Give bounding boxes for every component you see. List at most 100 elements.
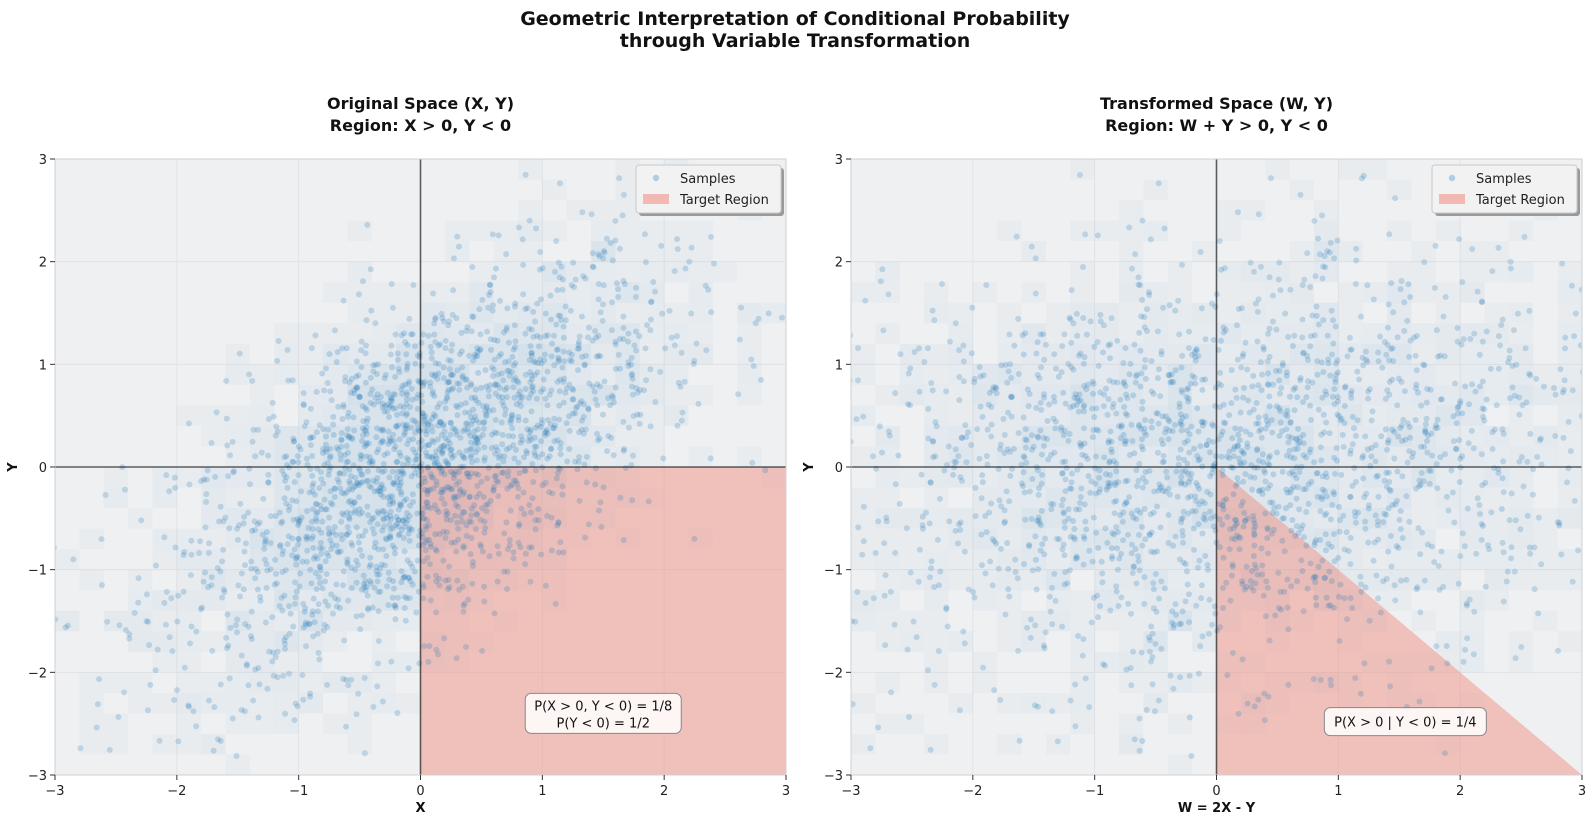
sample-point xyxy=(468,439,475,446)
density-cell xyxy=(1070,467,1095,488)
sample-point xyxy=(460,544,467,551)
sample-point xyxy=(1079,264,1086,271)
sample-point xyxy=(441,486,448,493)
sample-point xyxy=(295,522,302,529)
sample-point xyxy=(1083,526,1090,533)
density-cell xyxy=(517,549,543,570)
sample-point xyxy=(1406,448,1413,455)
sample-point xyxy=(1181,456,1188,463)
sample-point xyxy=(1197,443,1204,450)
sample-point xyxy=(460,454,467,461)
sample-point xyxy=(358,347,365,354)
sample-point xyxy=(523,448,530,455)
density-cell xyxy=(615,179,640,201)
sample-point xyxy=(1150,605,1157,612)
sample-point xyxy=(517,402,524,409)
sample-point xyxy=(410,281,417,288)
sample-point xyxy=(464,473,471,480)
sample-point xyxy=(1323,594,1330,601)
sample-point xyxy=(1276,367,1283,374)
density-cell xyxy=(924,364,949,385)
sample-point xyxy=(499,399,506,406)
density-cell xyxy=(1533,569,1558,591)
density-cell xyxy=(1289,672,1314,693)
sample-point xyxy=(1265,330,1272,337)
sample-point xyxy=(281,640,288,647)
sample-point xyxy=(1320,263,1327,270)
density-cell xyxy=(948,302,973,324)
sample-point xyxy=(1136,460,1143,467)
sample-point xyxy=(373,568,380,575)
sample-point xyxy=(436,582,443,589)
density-cell xyxy=(566,467,592,488)
sample-point xyxy=(265,479,272,486)
sample-point xyxy=(1393,497,1400,504)
sample-point xyxy=(1106,458,1113,465)
y-tick-label: −1 xyxy=(824,564,843,579)
density-cell xyxy=(1313,364,1339,385)
density-cell xyxy=(1557,467,1582,488)
sample-point xyxy=(486,382,493,389)
sample-point xyxy=(442,435,449,442)
sample-point xyxy=(316,485,323,492)
sample-point xyxy=(1005,409,1012,416)
sample-point xyxy=(393,459,400,466)
density-cell xyxy=(517,220,543,242)
sample-point xyxy=(374,578,381,585)
sample-point xyxy=(1310,574,1317,581)
sample-point xyxy=(324,380,331,387)
sample-point xyxy=(564,458,571,465)
density-cell xyxy=(1143,651,1168,673)
density-cell xyxy=(542,302,567,324)
sample-point xyxy=(308,518,315,525)
density-cell xyxy=(249,631,275,652)
sample-point xyxy=(461,600,468,607)
sample-point xyxy=(425,332,432,339)
x-tick-label: −1 xyxy=(289,784,308,799)
sample-point xyxy=(396,449,403,456)
sample-point xyxy=(1500,598,1507,605)
sample-point xyxy=(306,620,313,627)
density-cell xyxy=(1119,343,1144,365)
sample-point xyxy=(1316,251,1323,258)
sample-point xyxy=(1366,386,1373,393)
sample-point xyxy=(409,396,416,403)
sample-point xyxy=(557,539,564,546)
sample-point xyxy=(1255,296,1262,303)
density-cell xyxy=(79,713,104,734)
sample-point xyxy=(421,486,428,493)
sample-point xyxy=(359,552,366,559)
sample-point xyxy=(227,624,234,631)
density-cell xyxy=(420,384,445,406)
sample-point xyxy=(533,443,540,450)
sample-point xyxy=(222,514,229,521)
sample-point xyxy=(610,399,617,406)
density-cell xyxy=(1387,282,1412,303)
density-cell xyxy=(1435,467,1461,488)
sample-point xyxy=(1183,568,1190,575)
density-cell xyxy=(1265,692,1290,714)
sample-point xyxy=(1106,483,1113,490)
sample-point xyxy=(1226,455,1233,462)
sample-point xyxy=(1186,449,1193,456)
density-cell xyxy=(1508,528,1534,550)
density-cell xyxy=(972,487,998,509)
sample-point xyxy=(1182,481,1189,488)
sample-point xyxy=(1325,356,1332,363)
sample-point xyxy=(1352,674,1359,681)
sample-point xyxy=(1389,502,1396,509)
sample-point xyxy=(295,517,302,524)
sample-point xyxy=(1321,575,1328,582)
density-cell xyxy=(1265,631,1290,652)
sample-point xyxy=(384,408,391,415)
sample-point xyxy=(1062,400,1069,407)
sample-point xyxy=(921,359,928,366)
sample-point xyxy=(1240,478,1247,485)
sample-point xyxy=(1136,715,1143,722)
density-cell xyxy=(420,569,445,591)
sample-point xyxy=(1584,425,1590,431)
sample-point xyxy=(1313,470,1320,477)
sample-point xyxy=(928,558,935,565)
